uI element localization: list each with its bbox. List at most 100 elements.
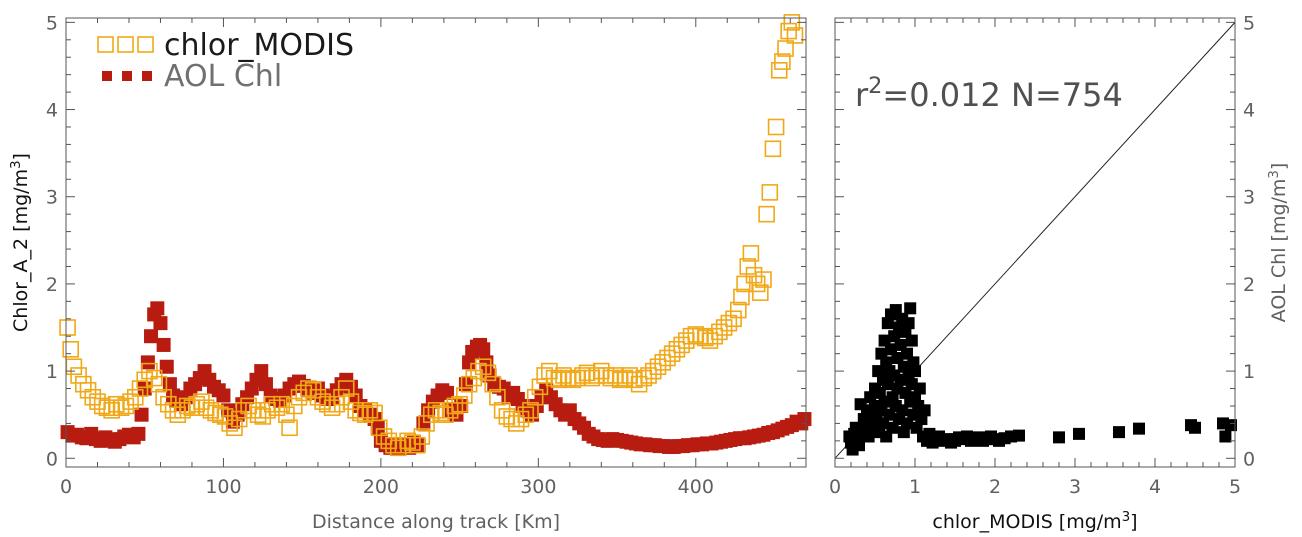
modis-point — [673, 336, 690, 354]
y-tick-label: 0 — [46, 448, 58, 470]
modis-point — [408, 436, 426, 454]
modis-point — [729, 301, 747, 319]
modis-point — [745, 266, 763, 284]
modis-point — [451, 395, 468, 413]
modis-point — [507, 415, 525, 432]
x-tick-label: 5 — [1229, 476, 1241, 498]
legend-marker — [97, 36, 114, 53]
x-tick-label: 0 — [60, 476, 72, 498]
modis-point — [526, 388, 544, 406]
aol-point — [258, 377, 273, 392]
modis-point — [780, 22, 797, 40]
modis-point — [736, 275, 753, 293]
scatter-point — [902, 317, 915, 330]
modis-point — [493, 402, 511, 419]
modis-point — [711, 323, 728, 341]
modis-point — [235, 402, 253, 419]
modis-point — [607, 367, 624, 384]
modis-point — [474, 358, 492, 376]
legend-label-chlor-modis: chlor_MODIS — [164, 28, 354, 63]
modis-point — [108, 395, 125, 413]
modis-point — [145, 369, 163, 387]
modis-point — [136, 371, 154, 389]
modis-point — [777, 40, 794, 57]
modis-point — [207, 404, 224, 422]
modis-point — [659, 349, 676, 367]
modis-point — [770, 62, 788, 79]
modis-point — [630, 375, 648, 393]
modis-point — [126, 388, 144, 406]
x-axis-title: chlor_MODIS [mg/m3] — [932, 510, 1137, 534]
scatter-point — [913, 382, 926, 395]
aol-point — [797, 412, 812, 427]
scatter-point — [909, 365, 921, 378]
modis-point — [739, 258, 757, 275]
modis-point — [59, 319, 76, 336]
x-tick-label: 300 — [520, 476, 556, 498]
y-tick-label: 4 — [1243, 100, 1255, 122]
modis-point — [761, 184, 779, 201]
x-tick-label: 1 — [909, 476, 921, 498]
y-tick-label: 1 — [1243, 361, 1255, 383]
aol-point — [134, 407, 149, 422]
modis-point — [281, 419, 298, 437]
modis-point — [569, 369, 587, 387]
modis-point — [484, 375, 501, 393]
x-tick-label: 2 — [989, 476, 1001, 498]
modis-point — [188, 395, 205, 413]
aol-point — [416, 416, 431, 431]
legend-marker — [122, 71, 132, 81]
modis-point — [333, 388, 350, 406]
modis-point — [479, 364, 497, 382]
modis-point — [62, 341, 80, 358]
x-tick-label: 3 — [1069, 476, 1081, 498]
aol-point — [156, 337, 171, 352]
scatter-point — [1225, 419, 1237, 432]
modis-point — [748, 275, 766, 293]
legend-marker — [102, 71, 112, 81]
modis-point — [249, 406, 267, 423]
y-tick-label: 3 — [46, 187, 58, 209]
modis-point — [574, 367, 591, 384]
y-axis-title: Chlor_A_2 [mg/m3] — [9, 153, 33, 332]
scatter-point — [853, 439, 865, 452]
modis-point — [720, 314, 738, 332]
modis-point — [687, 326, 705, 343]
modis-point — [786, 27, 804, 44]
aol-point — [144, 329, 159, 344]
modis-point — [259, 402, 276, 419]
modis-point — [663, 345, 681, 362]
modis-point — [725, 310, 742, 328]
modis-point — [347, 402, 365, 419]
modis-point — [314, 393, 331, 410]
y-tick-label: 1 — [46, 361, 58, 383]
modis-point — [273, 395, 291, 413]
modis-point — [385, 436, 402, 454]
modis-point — [649, 358, 667, 376]
modis-point — [285, 397, 303, 415]
modis-point — [767, 118, 785, 136]
modis-point — [701, 332, 719, 349]
modis-point — [131, 380, 149, 397]
left-plot-frame — [65, 17, 807, 468]
modis-point — [536, 367, 553, 384]
modis-point — [555, 367, 572, 384]
x-tick-label: 400 — [678, 476, 714, 498]
modis-point — [531, 378, 549, 396]
modis-point — [446, 397, 464, 415]
modis-point — [742, 245, 760, 262]
modis-point — [644, 362, 662, 380]
y-tick-label: 5 — [1243, 12, 1255, 34]
scatter-point — [1053, 431, 1065, 444]
aol-point — [137, 381, 152, 396]
legend-entry-chlor-modis: chlor_MODIS — [97, 28, 354, 63]
modis-point — [764, 140, 782, 158]
modis-point — [545, 369, 563, 387]
modis-point — [295, 384, 313, 402]
x-tick-label: 4 — [1149, 476, 1161, 498]
modis-point — [682, 327, 700, 345]
modis-point — [150, 375, 168, 393]
modis-point — [489, 388, 506, 406]
modis-point — [394, 436, 412, 454]
